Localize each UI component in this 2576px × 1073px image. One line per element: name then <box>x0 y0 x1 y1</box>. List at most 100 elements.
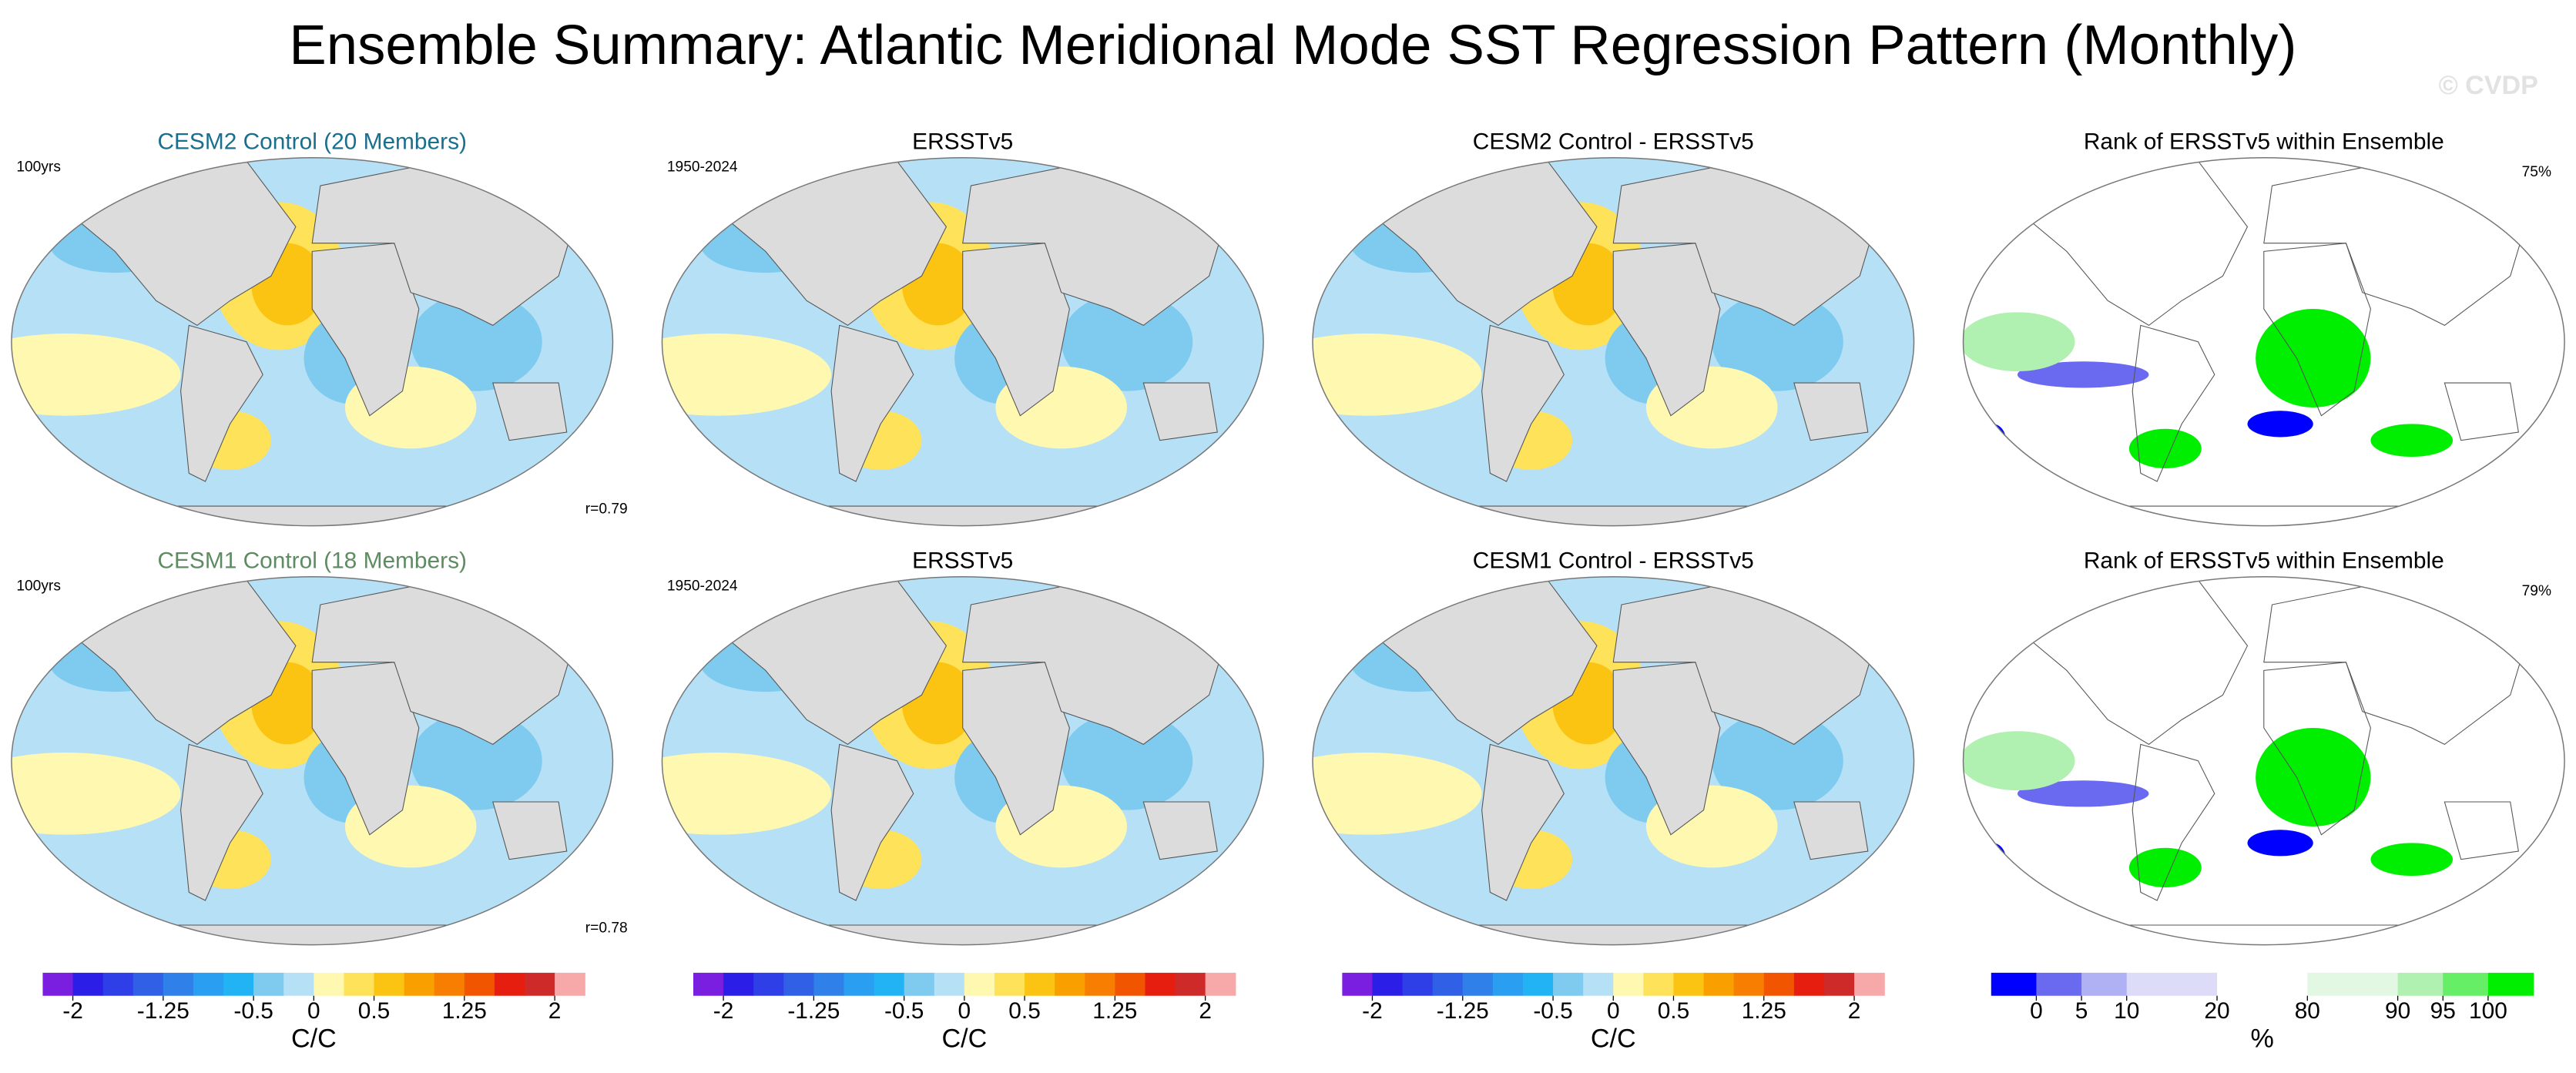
colorbar-box <box>1673 972 1705 996</box>
colorbar-box <box>1205 972 1236 996</box>
map <box>1312 157 1914 526</box>
colorbar-box <box>904 972 935 996</box>
land <box>830 324 914 482</box>
land <box>2263 160 2536 327</box>
colorbar-box <box>102 972 134 996</box>
colorbar-box <box>753 972 784 996</box>
colorbar-box <box>1432 972 1464 996</box>
field-contour <box>662 334 832 416</box>
colorbar-box <box>2262 972 2308 996</box>
watermark: © CVDP <box>2439 71 2538 100</box>
correlation-label: r=0.78 <box>585 920 628 936</box>
land <box>2263 662 2371 836</box>
map <box>662 157 1264 526</box>
land <box>2263 579 2536 745</box>
colorbar-tick-label: -0.5 <box>884 998 924 1024</box>
colorbar-tick-label: 95 <box>2430 998 2456 1024</box>
colorbar-box <box>1583 972 1614 996</box>
colorbar-box <box>434 972 465 996</box>
colorbar-box <box>1643 972 1675 996</box>
panel-title: ERSSTv5 <box>912 548 1013 573</box>
colorbar-box <box>1025 972 1055 996</box>
colorbar-tick-label: 90 <box>2385 998 2410 1024</box>
colorbar-box <box>2487 972 2534 996</box>
panel-title: CESM1 Control - ERSSTv5 <box>1473 548 1754 573</box>
colorbar-box <box>1145 972 1176 996</box>
colorbar-tick-label: 5 <box>2075 998 2088 1024</box>
colorbar-tick-label: 10 <box>2114 998 2139 1024</box>
colorbar-box <box>1991 972 2038 996</box>
land <box>1142 801 1218 860</box>
land <box>1142 382 1218 441</box>
land <box>716 579 948 745</box>
colorbar-box <box>42 972 74 996</box>
colorbar-box <box>693 972 724 996</box>
field-contour <box>1061 292 1193 391</box>
colorbar-box <box>2036 972 2082 996</box>
colorbar-tick-label: 1.25 <box>442 998 487 1024</box>
field-contour <box>1312 753 1482 835</box>
colorbar-box <box>1115 972 1146 996</box>
correlation-label: r=0.79 <box>585 501 628 517</box>
land <box>1481 324 1565 482</box>
colorbar-box <box>223 972 254 996</box>
land <box>662 924 1264 945</box>
land <box>65 160 297 327</box>
colorbar-box <box>1854 972 1885 996</box>
map <box>1963 157 2565 526</box>
period-label: 1950-2024 <box>667 578 738 595</box>
field-contour <box>2370 424 2454 458</box>
land <box>1481 743 1565 901</box>
colorbar-box <box>1763 972 1795 996</box>
colorbar-box <box>2081 972 2128 996</box>
colorbar-box <box>464 972 495 996</box>
colorbar-tick-label: 0 <box>2030 998 2043 1024</box>
colorbar-tick-label: 2 <box>1848 998 1861 1024</box>
land <box>2263 243 2371 417</box>
panel-title: CESM2 Control - ERSSTv5 <box>1473 129 1754 154</box>
colorbar-units: C/C <box>1591 1024 1636 1053</box>
map <box>662 576 1264 945</box>
colorbar-tick-label: -1.25 <box>137 998 190 1024</box>
land <box>1312 924 1914 945</box>
colorbar-box <box>994 972 1025 996</box>
period-label: 100yrs <box>16 578 61 595</box>
field-contour <box>2017 361 2149 388</box>
colorbar-box <box>723 972 754 996</box>
field-contour <box>1712 711 1843 810</box>
colorbar-box <box>2307 972 2353 996</box>
colorbar-box <box>1085 972 1116 996</box>
colorbar-tick-label: -0.5 <box>233 998 273 1024</box>
percent-label: 75% <box>2522 164 2551 180</box>
colorbar-box <box>193 972 224 996</box>
colorbar-box <box>813 972 845 996</box>
map <box>1963 576 2565 945</box>
colorbar-units: C/C <box>291 1024 337 1053</box>
land <box>1963 505 2565 526</box>
land <box>1366 579 1598 745</box>
colorbar-tick-label: -0.5 <box>1533 998 1572 1024</box>
land <box>1963 924 2565 945</box>
colorbar-box <box>1462 972 1494 996</box>
map <box>1312 576 1914 945</box>
colorbar-box <box>163 972 194 996</box>
colorbar-box <box>2397 972 2444 996</box>
colorbar-tick-label: 100 <box>2469 998 2507 1024</box>
colorbar-box <box>374 972 405 996</box>
field-contour <box>11 334 181 416</box>
land <box>180 324 263 482</box>
land <box>1366 160 1598 327</box>
land <box>11 924 613 945</box>
colorbar-tick-label: 20 <box>2204 998 2229 1024</box>
colorbar-box <box>525 972 555 996</box>
map-border <box>1962 576 2565 946</box>
land <box>1793 801 1869 860</box>
land <box>716 160 948 327</box>
field-contour <box>1979 424 2006 458</box>
period-label: 1950-2024 <box>667 159 738 176</box>
land <box>2444 801 2519 860</box>
colorbar-box <box>494 972 525 996</box>
map-border <box>11 576 614 946</box>
colorbar-tick-label: 0.5 <box>358 998 391 1024</box>
colorbar-box <box>934 972 965 996</box>
